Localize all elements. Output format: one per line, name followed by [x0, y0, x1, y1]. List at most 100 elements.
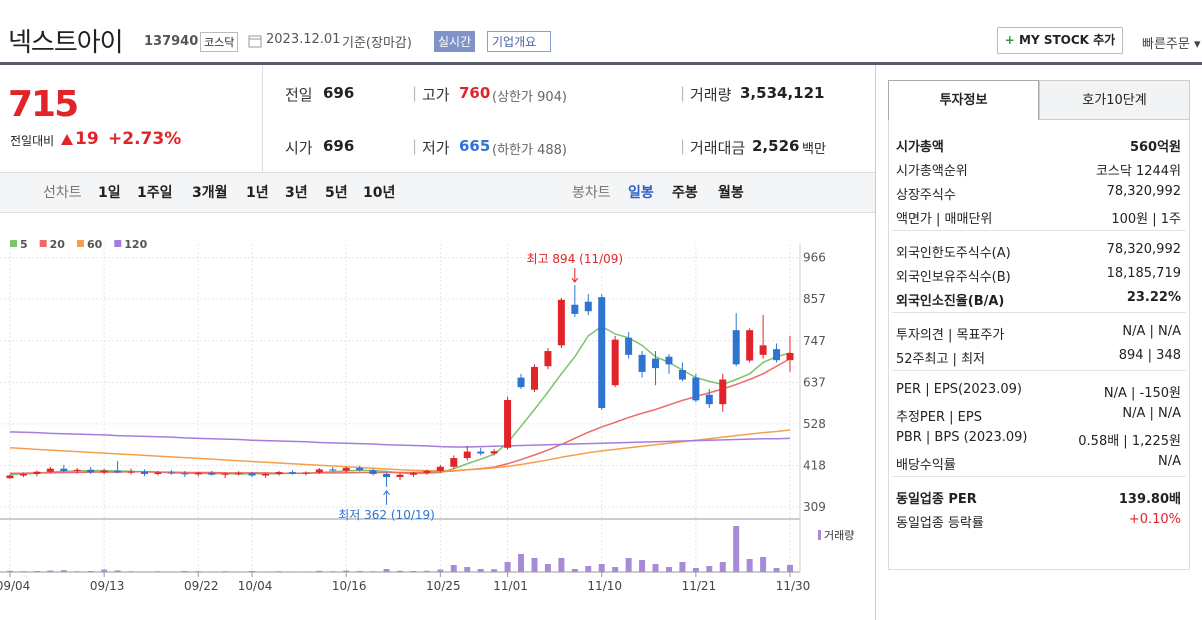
candle-body: [60, 468, 68, 471]
field-unit: 백만: [802, 142, 826, 157]
candle-body: [746, 330, 754, 361]
candle-body: [490, 451, 498, 454]
candle-body: [127, 471, 135, 473]
volume-bar: [329, 571, 336, 572]
volume-bar: [518, 554, 525, 572]
candle-tab[interactable]: 일봉: [628, 185, 654, 201]
volume-label: 거래량: [824, 529, 854, 542]
candle-tab[interactable]: 주봉: [672, 185, 698, 201]
invest-row: 상장주식수 78,320,992: [896, 184, 1181, 203]
invest-row: 시가총액 560억원: [896, 136, 1181, 155]
field-label: 고가: [422, 86, 450, 104]
invest-row: 외국인한도주식수(A) 78,320,992: [896, 242, 1181, 261]
y-tick-label: 966: [803, 251, 826, 265]
candle-body: [87, 469, 95, 473]
volume-bar: [423, 570, 430, 572]
candle-body: [356, 467, 364, 471]
header-rule: [0, 62, 1202, 65]
period-tab[interactable]: 3개월: [192, 185, 228, 201]
candle-body: [504, 399, 512, 448]
y-tick-label: 528: [803, 417, 826, 431]
volume-bar: [275, 571, 282, 572]
field-value: 665: [459, 137, 491, 155]
candle-body: [208, 472, 216, 475]
row-value: 18,185,719: [1106, 266, 1181, 281]
row-label: 외국인한도주식수(A): [896, 246, 1011, 261]
invest-tab[interactable]: 투자정보: [888, 80, 1039, 120]
row-label: 외국인소진율(B/A): [896, 294, 1005, 309]
candle-body: [625, 337, 633, 355]
candle-body: [114, 470, 122, 473]
realtime-badge[interactable]: 실시간: [434, 31, 476, 52]
orderbook-tab[interactable]: 호가10단계: [1039, 80, 1190, 120]
candle-body: [369, 470, 377, 474]
field-value: 760: [459, 84, 491, 102]
volume-bar: [410, 571, 417, 572]
row-value: N/A | N/A: [1122, 324, 1181, 339]
period-tab[interactable]: 1일: [98, 185, 121, 201]
legend-swatch: [114, 240, 122, 247]
row-value: 23.22%: [1126, 290, 1181, 305]
row-value: 139.80배: [1118, 492, 1181, 507]
volume-bar: [74, 571, 81, 572]
quick-order[interactable]: 빠른주문 ▾: [1142, 37, 1201, 52]
tab-label: 호가10단계: [1082, 93, 1147, 108]
min-arrow: [383, 490, 390, 505]
field-note: (하한가 488): [492, 143, 567, 158]
field-label: 거래대금: [690, 139, 746, 157]
period-tab[interactable]: 5년: [325, 185, 348, 201]
period-tab[interactable]: 1주일: [137, 185, 173, 201]
candle-tab[interactable]: 월봉: [718, 185, 744, 201]
volume-bar: [652, 564, 659, 572]
volume-bar: [746, 559, 753, 572]
invest-row: 동일업종 등락률 +0.10%: [896, 512, 1181, 531]
invest-row: 투자의견 | 목표주가 N/A | N/A: [896, 324, 1181, 343]
candle-body: [423, 470, 431, 473]
period-tab[interactable]: 3년: [285, 185, 308, 201]
volume-bar: [195, 571, 202, 572]
y-tick-label: 747: [803, 334, 826, 348]
quote-divider: [262, 66, 263, 172]
invest-row: 시가총액순위 코스닥 1244위: [896, 160, 1181, 179]
mystock-button[interactable]: + MY STOCK 추가: [997, 27, 1123, 54]
candle-body: [248, 473, 256, 476]
volume-bar: [222, 571, 229, 572]
y-tick-label: 637: [803, 376, 826, 390]
volume-legend-swatch: [818, 530, 821, 540]
period-tab[interactable]: 10년: [363, 185, 396, 201]
row-value: 0.58배 | 1,225원: [1078, 434, 1181, 449]
legend-label: 60: [87, 238, 103, 251]
volume-bar: [625, 558, 632, 572]
candle-body: [342, 467, 350, 471]
volume-bar: [531, 558, 538, 572]
row-value: 894 | 348: [1118, 348, 1181, 363]
min-annotation: 최저 362 (10/19): [338, 508, 435, 522]
candle-body: [584, 301, 592, 312]
volume-bar: [114, 570, 121, 572]
candle-body: [235, 473, 243, 475]
x-tick-label: 11/01: [493, 579, 528, 593]
candle-body: [557, 299, 565, 346]
volume-bar: [612, 567, 619, 572]
volume-bar: [397, 570, 403, 572]
row-label: 상장주식수: [896, 188, 956, 203]
volume-bar: [47, 570, 54, 572]
row-label: 동일업종 PER: [896, 492, 977, 507]
change: 19: [75, 129, 99, 149]
candle-body: [665, 356, 673, 365]
candle-body: [732, 330, 740, 365]
x-tick-label: 10/25: [426, 579, 461, 593]
period-tab[interactable]: 1년: [246, 185, 269, 201]
candle-body: [140, 471, 148, 474]
company-button[interactable]: 기업개요: [487, 31, 552, 52]
volume-bar: [168, 571, 175, 572]
candle-chart-label: 봉차트: [572, 185, 611, 201]
candle-body: [100, 470, 108, 473]
invest-row: 추정PER | EPS N/A | N/A: [896, 406, 1181, 425]
volume-bar: [343, 570, 350, 572]
legend-swatch: [76, 240, 84, 247]
candle-body: [181, 473, 189, 475]
volume-bar: [491, 569, 498, 572]
row-value: 78,320,992: [1106, 242, 1181, 257]
volume-bar: [773, 568, 780, 572]
